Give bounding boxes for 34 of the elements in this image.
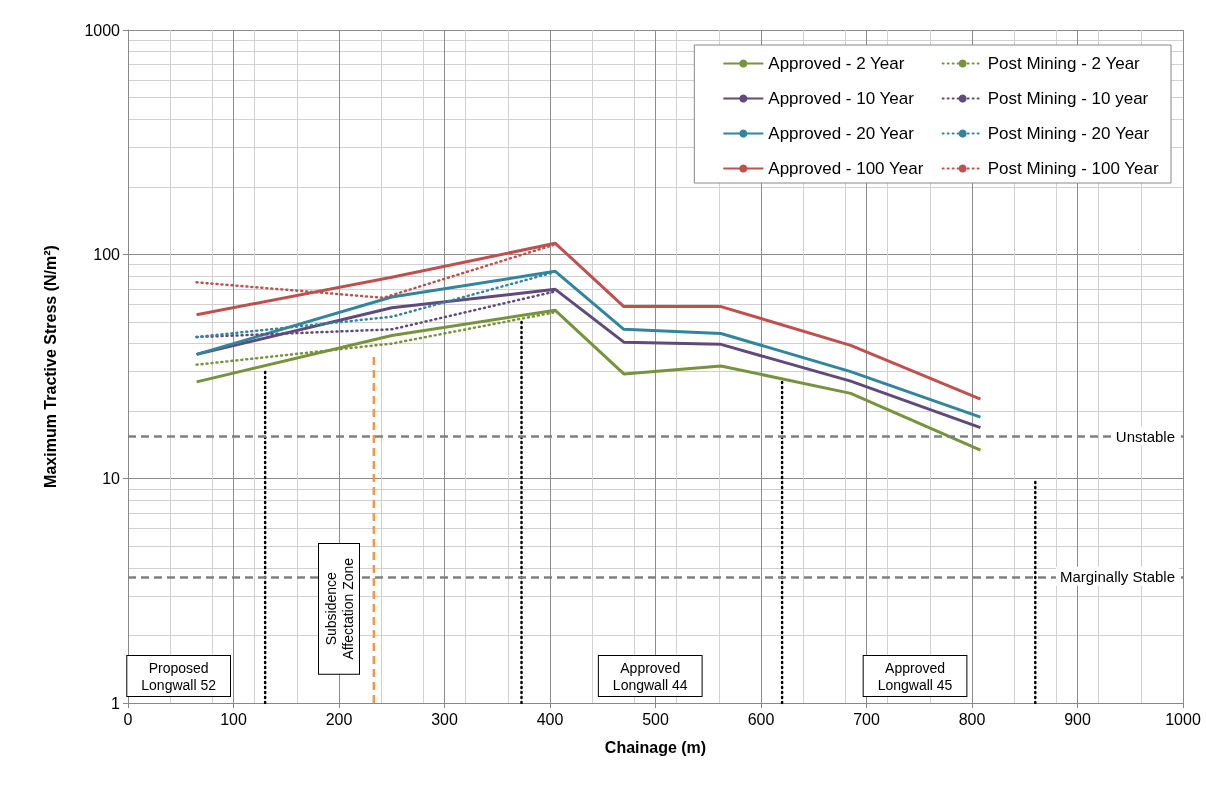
- x-tick-label: 1000: [1165, 710, 1201, 728]
- y-tick-label: 100: [93, 245, 121, 263]
- annotation: Proposed Longwall 52: [141, 659, 217, 693]
- y-axis-title: Maximum Tractive Stress (N/m²): [41, 245, 59, 488]
- line-series: [195, 308, 982, 452]
- legend-label: Post Mining - 100 Year: [987, 159, 1160, 178]
- x-tick-label: 0: [123, 710, 133, 728]
- legend-label: Post Mining - 20 Year: [987, 124, 1150, 143]
- legend-label: Post Mining - 2 Year: [987, 54, 1141, 73]
- y-tick-label: 10: [102, 470, 121, 488]
- ref-line-label: Unstable: [1115, 427, 1175, 445]
- legend-label: Approved - 20 Year: [768, 124, 915, 143]
- y-tick-label: 1: [111, 694, 121, 712]
- legend-label: Approved - 2 Year: [768, 54, 905, 73]
- annotation: Approved Longwall 45: [877, 659, 953, 693]
- legend-label: Post Mining - 10 year: [987, 89, 1149, 108]
- x-tick-label: 900: [1064, 710, 1091, 728]
- annotation: Approved Longwall 44: [612, 659, 688, 693]
- line-series: [195, 241, 982, 401]
- ref-line-label: Marginally Stable: [1059, 567, 1175, 585]
- line-series: [195, 269, 982, 419]
- x-tick-label: 400: [536, 710, 564, 728]
- x-tick-label: 800: [958, 710, 986, 728]
- x-axis-title: Chainage (m): [604, 738, 707, 756]
- x-tick-label: 500: [642, 710, 669, 728]
- legend-label: Approved - 100 Year: [768, 159, 924, 178]
- y-tick-label: 1000: [84, 21, 121, 39]
- legend-label: Approved - 10 Year: [768, 89, 915, 108]
- x-tick-label: 600: [747, 710, 775, 728]
- x-tick-label: 300: [431, 710, 458, 728]
- annotation: Subsidence Affectation Zone: [322, 557, 356, 660]
- x-tick-label: 700: [853, 710, 880, 728]
- x-tick-label: 100: [220, 710, 247, 728]
- x-tick-label: 200: [325, 710, 353, 728]
